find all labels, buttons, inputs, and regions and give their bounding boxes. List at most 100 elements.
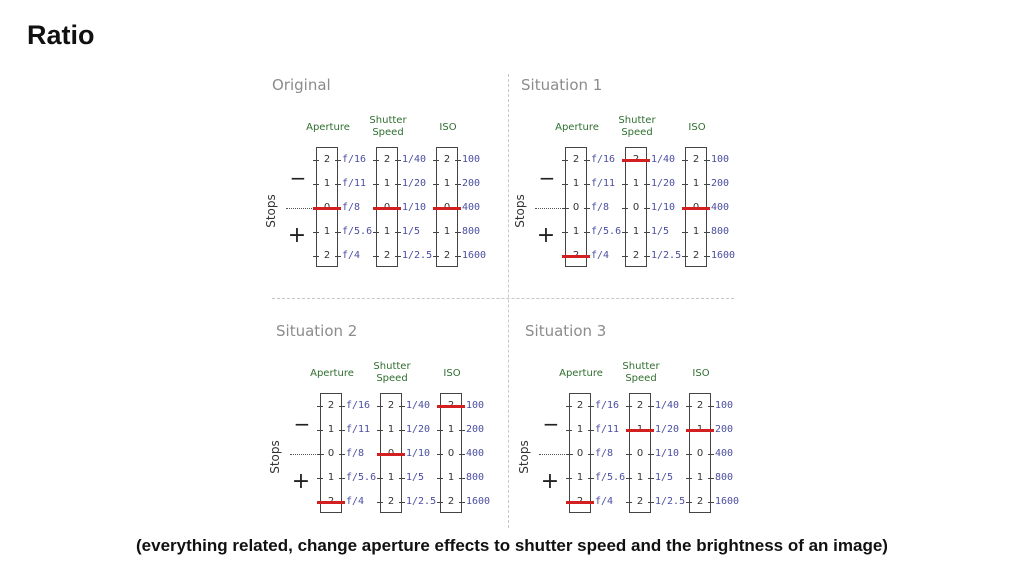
shutter-step-label: 2 bbox=[387, 400, 395, 411]
aperture-step-label: 2 bbox=[323, 250, 331, 261]
aperture-step-label: 1 bbox=[572, 226, 580, 237]
aperture-value: f/4 bbox=[591, 250, 610, 261]
iso-value: 100 bbox=[466, 400, 485, 411]
minus-sign: − bbox=[293, 412, 311, 436]
shutter-heading-line2: Speed bbox=[625, 373, 657, 384]
shutter-step-label: 2 bbox=[636, 496, 644, 507]
iso-tick-right bbox=[704, 232, 710, 233]
shutter-value: 1/2.5 bbox=[406, 496, 437, 507]
shutter-tick-left bbox=[373, 160, 379, 161]
shutter-scale bbox=[625, 147, 647, 267]
plus-sign: + bbox=[536, 223, 556, 248]
aperture-tick-right bbox=[588, 478, 594, 479]
iso-tick-left bbox=[433, 184, 439, 185]
aperture-value: f/8 bbox=[595, 448, 614, 459]
aperture-tick-left bbox=[317, 406, 323, 407]
aperture-tick-right bbox=[588, 406, 594, 407]
exposure-panel-1: Original Aperture Shutter Speed ISO Stop… bbox=[264, 74, 508, 294]
iso-tick-left bbox=[686, 502, 692, 503]
aperture-value: f/8 bbox=[591, 202, 610, 213]
shutter-step-label: 1 bbox=[387, 472, 395, 483]
zero-stop-guide bbox=[286, 208, 320, 209]
aperture-value: f/8 bbox=[342, 202, 361, 213]
iso-tick-right bbox=[455, 232, 461, 233]
shutter-speed-heading: Shutter Speed bbox=[360, 115, 416, 139]
shutter-tick-left bbox=[622, 256, 628, 257]
iso-step-label: 2 bbox=[443, 154, 451, 165]
panel-title: Original bbox=[272, 76, 331, 94]
shutter-value: 1/20 bbox=[655, 424, 680, 435]
iso-tick-left bbox=[682, 232, 688, 233]
iso-step-label: 1 bbox=[692, 226, 700, 237]
aperture-tick-right bbox=[588, 430, 594, 431]
shutter-tick-right bbox=[644, 232, 650, 233]
aperture-value: f/16 bbox=[591, 154, 616, 165]
aperture-value: f/5.6 bbox=[591, 226, 622, 237]
aperture-tick-right bbox=[335, 256, 341, 257]
minus-sign: − bbox=[542, 412, 560, 436]
aperture-tick-left bbox=[566, 454, 572, 455]
aperture-tick-right bbox=[339, 478, 345, 479]
aperture-step-label: 1 bbox=[576, 424, 584, 435]
shutter-value: 1/20 bbox=[406, 424, 431, 435]
shutter-step-label: 2 bbox=[387, 496, 395, 507]
shutter-step-label: 2 bbox=[636, 400, 644, 411]
aperture-tick-right bbox=[339, 406, 345, 407]
shutter-heading-line1: Shutter bbox=[369, 115, 407, 126]
shutter-value: 1/40 bbox=[655, 400, 680, 411]
iso-tick-right bbox=[459, 430, 465, 431]
iso-heading: ISO bbox=[443, 368, 461, 379]
aperture-tick-right bbox=[584, 232, 590, 233]
iso-heading: ISO bbox=[688, 122, 706, 133]
iso-step-label: 1 bbox=[447, 472, 455, 483]
shutter-heading-line2: Speed bbox=[376, 373, 408, 384]
iso-step-label: 1 bbox=[696, 472, 704, 483]
iso-heading: ISO bbox=[692, 368, 710, 379]
aperture-step-label: 0 bbox=[576, 448, 584, 459]
panel-title: Situation 2 bbox=[276, 322, 358, 340]
aperture-tick-right bbox=[584, 208, 590, 209]
aperture-tick-left bbox=[566, 430, 572, 431]
iso-value: 400 bbox=[711, 202, 730, 213]
exposure-panel-2: Situation 1 Aperture Shutter Speed ISO S… bbox=[513, 74, 757, 294]
shutter-value: 1/5 bbox=[651, 226, 670, 237]
shutter-step-label: 0 bbox=[636, 448, 644, 459]
exposure-panel-4: Situation 3 Aperture Shutter Speed ISO S… bbox=[517, 320, 761, 540]
shutter-value: 1/5 bbox=[406, 472, 425, 483]
aperture-value: f/5.6 bbox=[342, 226, 373, 237]
aperture-step-label: 2 bbox=[327, 400, 335, 411]
shutter-value: 1/20 bbox=[651, 178, 676, 189]
iso-tick-right bbox=[455, 256, 461, 257]
shutter-tick-right bbox=[395, 184, 401, 185]
iso-value: 800 bbox=[466, 472, 485, 483]
shutter-tick-right bbox=[395, 232, 401, 233]
aperture-selection-marker bbox=[562, 255, 590, 258]
shutter-tick-right bbox=[395, 256, 401, 257]
shutter-tick-right bbox=[648, 502, 654, 503]
shutter-tick-left bbox=[626, 454, 632, 455]
aperture-selection-marker bbox=[566, 501, 594, 504]
shutter-tick-right bbox=[399, 430, 405, 431]
shutter-heading-line1: Shutter bbox=[618, 115, 656, 126]
iso-tick-left bbox=[686, 478, 692, 479]
shutter-tick-left bbox=[622, 232, 628, 233]
aperture-scale bbox=[320, 393, 342, 513]
shutter-value: 1/10 bbox=[651, 202, 676, 213]
shutter-tick-right bbox=[648, 478, 654, 479]
exposure-panel-3: Situation 2 Aperture Shutter Speed ISO S… bbox=[268, 320, 512, 540]
shutter-step-label: 1 bbox=[632, 178, 640, 189]
iso-step-label: 1 bbox=[443, 178, 451, 189]
iso-value: 1600 bbox=[715, 496, 740, 507]
aperture-step-label: 0 bbox=[572, 202, 580, 213]
shutter-step-label: 1 bbox=[383, 226, 391, 237]
aperture-value: f/4 bbox=[346, 496, 365, 507]
aperture-value: f/11 bbox=[346, 424, 371, 435]
shutter-selection-marker bbox=[377, 453, 405, 456]
shutter-value: 1/2.5 bbox=[651, 250, 682, 261]
shutter-tick-left bbox=[373, 256, 379, 257]
shutter-tick-right bbox=[399, 406, 405, 407]
shutter-heading-line2: Speed bbox=[621, 127, 653, 138]
iso-step-label: 2 bbox=[696, 496, 704, 507]
aperture-scale bbox=[569, 393, 591, 513]
iso-step-label: 2 bbox=[443, 250, 451, 261]
